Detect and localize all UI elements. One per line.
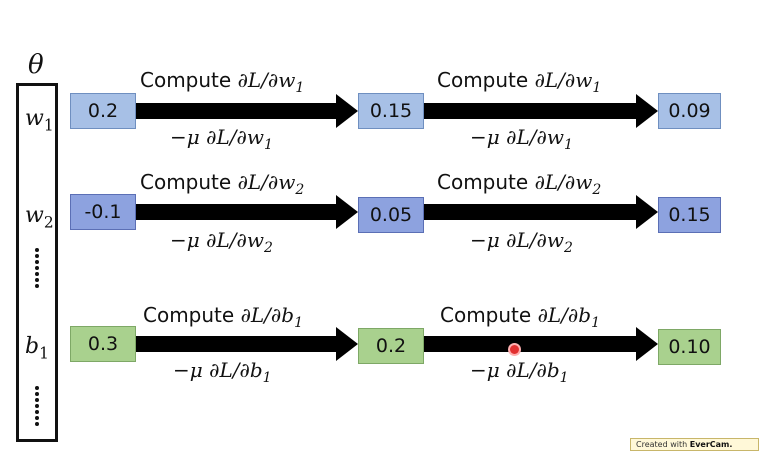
compute-label-w1-a: Compute ∂L/∂w1 — [140, 68, 305, 96]
update-label-w1-a: −μ ∂L/∂w1 — [170, 125, 273, 153]
value-box-w1-step0: 0.2 — [70, 93, 136, 129]
evercam-watermark: Created with EverCam. — [630, 438, 759, 451]
update-label-w1-b: −μ ∂L/∂w1 — [470, 125, 573, 153]
compute-label-b1-a: Compute ∂L/∂b1 — [143, 303, 303, 331]
compute-label-w2-b: Compute ∂L/∂w2 — [437, 170, 602, 198]
value-box-b1-step1: 0.2 — [358, 328, 424, 364]
arrow-w1-step1 — [136, 94, 358, 128]
theta-label: θ — [28, 50, 44, 80]
update-label-w2-a: −μ ∂L/∂w2 — [170, 228, 273, 256]
value-box-b1-step2: 0.10 — [658, 329, 721, 365]
param-label-b1: b1 — [25, 334, 49, 363]
param-label-w1: w1 — [25, 106, 54, 135]
update-label-b1-a: −μ ∂L/∂b1 — [173, 358, 272, 386]
cursor-pointer-dot — [510, 345, 519, 354]
vertical-ellipsis-2 — [35, 386, 39, 428]
vertical-ellipsis-1 — [35, 248, 39, 290]
value-box-b1-step0: 0.3 — [70, 326, 136, 362]
arrow-b1-step2 — [424, 327, 658, 361]
compute-label-w2-a: Compute ∂L/∂w2 — [140, 170, 305, 198]
arrow-w2-step1 — [136, 195, 358, 229]
compute-label-b1-b: Compute ∂L/∂b1 — [440, 303, 600, 331]
arrow-b1-step1 — [136, 327, 358, 361]
update-label-w2-b: −μ ∂L/∂w2 — [470, 228, 573, 256]
value-box-w1-step1: 0.15 — [358, 93, 424, 129]
value-box-w2-step1: 0.05 — [358, 197, 424, 233]
arrow-w2-step2 — [424, 195, 658, 229]
value-box-w2-step2: 0.15 — [658, 197, 721, 233]
update-label-b1-b: −μ ∂L/∂b1 — [470, 358, 569, 386]
arrow-w1-step2 — [424, 94, 658, 128]
param-label-w2: w2 — [25, 203, 54, 232]
compute-label-w1-b: Compute ∂L/∂w1 — [437, 68, 602, 96]
parameter-vector: w1 w2 b1 — [16, 83, 58, 442]
value-box-w1-step2: 0.09 — [658, 93, 721, 129]
value-box-w2-step0: -0.1 — [70, 194, 136, 230]
